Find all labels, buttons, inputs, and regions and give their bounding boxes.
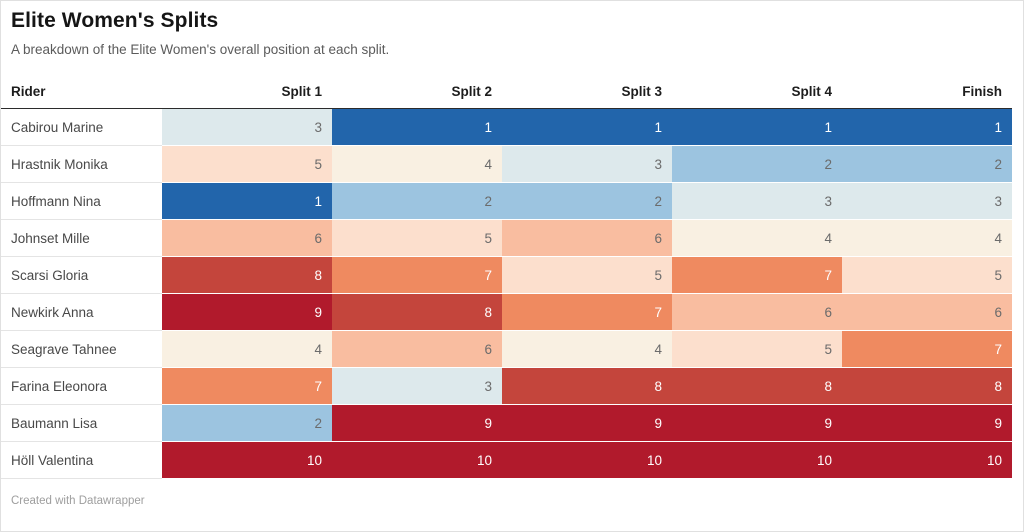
rank-cell: 6 [502, 220, 672, 257]
rank-cell: 6 [842, 294, 1012, 331]
rank-cell: 5 [162, 146, 332, 183]
column-header-split: Split 3 [621, 84, 662, 99]
page-title: Elite Women's Splits [11, 9, 219, 32]
rank-cell: 10 [332, 442, 502, 479]
rank-cell: 6 [672, 294, 842, 331]
page-subtitle: A breakdown of the Elite Women's overall… [11, 42, 390, 57]
rank-cell: 10 [162, 442, 332, 479]
splits-table: Rider Split 1 Split 2 Split 3 Split 4 Finish … [1, 57, 1023, 479]
rank-cell: 5 [502, 257, 672, 294]
rank-cell: 3 [672, 183, 842, 220]
column-header-split: Finish [962, 84, 1002, 99]
rank-cell: 2 [672, 146, 842, 183]
rank-cell: 2 [502, 183, 672, 220]
rank-cell: 3 [162, 109, 332, 146]
rank-cell: 7 [672, 257, 842, 294]
column-header-split: Split 1 [281, 84, 322, 99]
table-row: Baumann Lisa 2 9 9 9 9 [1, 405, 1012, 442]
rank-cell: 9 [162, 294, 332, 331]
column-header-split: Split 2 [451, 84, 492, 99]
rider-name: Cabirou Marine [1, 109, 162, 146]
rank-cell: 9 [332, 405, 502, 442]
rank-cell: 10 [502, 442, 672, 479]
rank-cell: 8 [502, 368, 672, 405]
attribution-link[interactable]: Created with Datawrapper [11, 495, 145, 507]
rider-name: Newkirk Anna [1, 294, 162, 331]
rider-name: Johnset Mille [1, 220, 162, 257]
chart-header: Elite Women's Splits A breakdown of the … [1, 1, 1023, 57]
table-row: Farina Eleonora 7 3 8 8 8 [1, 368, 1012, 405]
rank-cell: 4 [842, 220, 1012, 257]
rank-cell: 6 [332, 331, 502, 368]
attribution: Created with Datawrapper [11, 495, 1023, 507]
table-row: Seagrave Tahnee 4 6 4 5 7 [1, 331, 1012, 368]
rank-cell: 1 [332, 109, 502, 146]
table-body: Cabirou Marine 3 1 1 1 1 Hrastnik Monika 5 4 3 2 2 H… [1, 109, 1023, 479]
rank-cell: 3 [842, 183, 1012, 220]
rank-cell: 10 [842, 442, 1012, 479]
rank-cell: 2 [842, 146, 1012, 183]
rank-cell: 1 [502, 109, 672, 146]
rank-cell: 6 [162, 220, 332, 257]
rider-name: Seagrave Tahnee [1, 331, 162, 368]
rank-cell: 1 [842, 109, 1012, 146]
table-row: Hrastnik Monika 5 4 3 2 2 [1, 146, 1012, 183]
table-row: Newkirk Anna 9 8 7 6 6 [1, 294, 1012, 331]
rider-name: Baumann Lisa [1, 405, 162, 442]
rank-cell: 2 [162, 405, 332, 442]
rank-cell: 5 [672, 331, 842, 368]
rider-name: Hrastnik Monika [1, 146, 162, 183]
rank-cell: 10 [672, 442, 842, 479]
rank-cell: 7 [162, 368, 332, 405]
rank-cell: 4 [502, 331, 672, 368]
rank-cell: 1 [672, 109, 842, 146]
rank-cell: 7 [502, 294, 672, 331]
rank-cell: 9 [842, 405, 1012, 442]
rank-cell: 4 [332, 146, 502, 183]
rank-cell: 4 [672, 220, 842, 257]
rider-name: Höll Valentina [1, 442, 162, 479]
rank-cell: 7 [842, 331, 1012, 368]
rank-cell: 7 [332, 257, 502, 294]
table-header-row: Rider Split 1 Split 2 Split 3 Split 4 Finish [1, 57, 1012, 109]
column-header-rider: Rider [11, 84, 46, 99]
rank-cell: 8 [672, 368, 842, 405]
rank-cell: 8 [162, 257, 332, 294]
table-row: Cabirou Marine 3 1 1 1 1 [1, 109, 1012, 146]
column-header-split: Split 4 [791, 84, 832, 99]
rank-cell: 8 [332, 294, 502, 331]
rank-cell: 3 [332, 368, 502, 405]
rank-cell: 5 [842, 257, 1012, 294]
rank-cell: 3 [502, 146, 672, 183]
rank-cell: 9 [672, 405, 842, 442]
table-row: Höll Valentina 10 10 10 10 10 [1, 442, 1012, 479]
table-row: Johnset Mille 6 5 6 4 4 [1, 220, 1012, 257]
rider-name: Scarsi Gloria [1, 257, 162, 294]
rank-cell: 8 [842, 368, 1012, 405]
table-row: Hoffmann Nina 1 2 2 3 3 [1, 183, 1012, 220]
rider-name: Farina Eleonora [1, 368, 162, 405]
rank-cell: 4 [162, 331, 332, 368]
rank-cell: 5 [332, 220, 502, 257]
rider-name: Hoffmann Nina [1, 183, 162, 220]
rank-cell: 2 [332, 183, 502, 220]
rank-cell: 1 [162, 183, 332, 220]
rank-cell: 9 [502, 405, 672, 442]
table-row: Scarsi Gloria 8 7 5 7 5 [1, 257, 1012, 294]
